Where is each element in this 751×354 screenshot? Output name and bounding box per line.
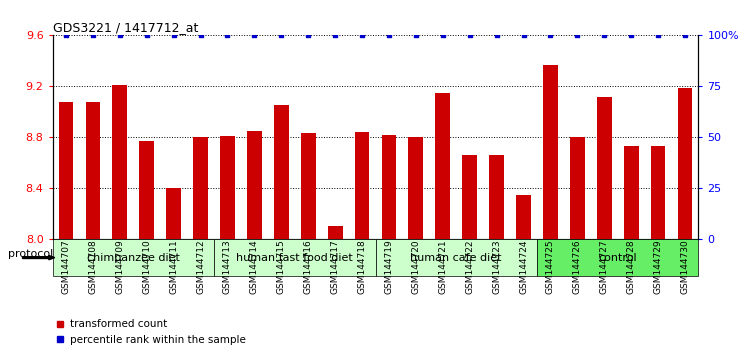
Text: GSM144728: GSM144728 bbox=[626, 239, 635, 294]
Bar bbox=[214, 239, 376, 276]
Point bbox=[544, 33, 556, 38]
Bar bbox=[193, 137, 208, 239]
Text: GSM144712: GSM144712 bbox=[196, 239, 205, 294]
Bar bbox=[436, 93, 450, 239]
Point bbox=[679, 33, 691, 38]
Bar bbox=[166, 188, 181, 239]
Bar bbox=[327, 226, 342, 239]
Point bbox=[410, 33, 422, 38]
Point bbox=[302, 33, 314, 38]
Point bbox=[276, 33, 288, 38]
Bar bbox=[274, 105, 288, 239]
Text: GSM144722: GSM144722 bbox=[465, 239, 474, 293]
Bar bbox=[489, 155, 504, 239]
Point bbox=[599, 33, 611, 38]
Bar bbox=[677, 87, 692, 239]
Bar bbox=[140, 141, 154, 239]
Bar bbox=[537, 239, 698, 276]
Text: GSM144720: GSM144720 bbox=[412, 239, 421, 294]
Point bbox=[437, 33, 449, 38]
Bar bbox=[382, 135, 397, 239]
Text: GSM144708: GSM144708 bbox=[89, 239, 98, 294]
Legend: transformed count, percentile rank within the sample: transformed count, percentile rank withi… bbox=[50, 315, 250, 349]
Point bbox=[140, 33, 152, 38]
Text: GSM144723: GSM144723 bbox=[492, 239, 501, 294]
Text: GSM144730: GSM144730 bbox=[680, 239, 689, 294]
Text: chimpanzee diet: chimpanzee diet bbox=[87, 253, 179, 263]
Bar bbox=[624, 146, 638, 239]
Bar bbox=[570, 137, 585, 239]
Text: GSM144717: GSM144717 bbox=[330, 239, 339, 294]
Text: GSM144715: GSM144715 bbox=[277, 239, 286, 294]
Bar bbox=[516, 195, 531, 239]
Text: GSM144721: GSM144721 bbox=[439, 239, 448, 294]
Bar bbox=[650, 146, 665, 239]
Text: GSM144714: GSM144714 bbox=[250, 239, 259, 294]
Text: GSM144713: GSM144713 bbox=[223, 239, 232, 294]
Point bbox=[329, 33, 341, 38]
Text: human fast food diet: human fast food diet bbox=[237, 253, 353, 263]
Text: GSM144707: GSM144707 bbox=[62, 239, 71, 294]
Point bbox=[652, 33, 664, 38]
Text: GSM144724: GSM144724 bbox=[519, 239, 528, 293]
Bar bbox=[59, 102, 74, 239]
Bar bbox=[220, 136, 235, 239]
Bar bbox=[543, 65, 558, 239]
Point bbox=[114, 33, 126, 38]
Text: GSM144718: GSM144718 bbox=[357, 239, 366, 294]
Text: GSM144729: GSM144729 bbox=[653, 239, 662, 294]
Point bbox=[167, 33, 179, 38]
Bar bbox=[301, 133, 315, 239]
Bar bbox=[354, 132, 369, 239]
Text: human cafe diet: human cafe diet bbox=[411, 253, 502, 263]
Bar bbox=[247, 131, 262, 239]
Point bbox=[517, 33, 529, 38]
Point bbox=[60, 33, 72, 38]
Text: GSM144726: GSM144726 bbox=[573, 239, 582, 294]
Bar bbox=[463, 155, 477, 239]
Text: GSM144710: GSM144710 bbox=[142, 239, 151, 294]
Point bbox=[463, 33, 475, 38]
Point bbox=[572, 33, 584, 38]
Bar bbox=[376, 239, 537, 276]
Bar bbox=[409, 137, 424, 239]
Point bbox=[87, 33, 99, 38]
Bar bbox=[86, 102, 101, 239]
Text: GSM144709: GSM144709 bbox=[116, 239, 125, 294]
Text: GSM144725: GSM144725 bbox=[546, 239, 555, 294]
Point bbox=[490, 33, 502, 38]
Point bbox=[625, 33, 637, 38]
Text: protocol: protocol bbox=[8, 249, 53, 259]
Point bbox=[222, 33, 234, 38]
Point bbox=[383, 33, 395, 38]
Text: GSM144711: GSM144711 bbox=[169, 239, 178, 294]
Bar bbox=[597, 97, 611, 239]
Point bbox=[195, 33, 207, 38]
Text: GDS3221 / 1417712_at: GDS3221 / 1417712_at bbox=[53, 21, 198, 34]
Text: GSM144719: GSM144719 bbox=[385, 239, 394, 294]
Bar bbox=[53, 239, 698, 354]
Point bbox=[356, 33, 368, 38]
Text: GSM144716: GSM144716 bbox=[303, 239, 312, 294]
Text: control: control bbox=[599, 253, 637, 263]
Point bbox=[249, 33, 261, 38]
Bar bbox=[113, 85, 127, 239]
Text: GSM144727: GSM144727 bbox=[600, 239, 609, 294]
Bar bbox=[53, 239, 214, 276]
